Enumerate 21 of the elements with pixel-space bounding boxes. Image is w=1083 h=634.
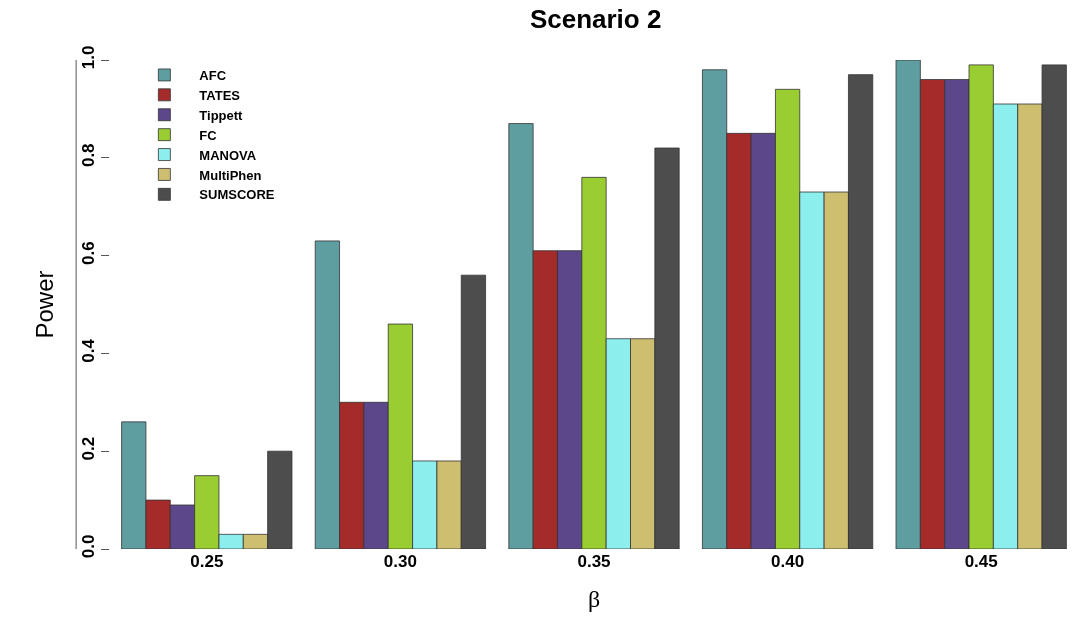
- x-tick-label: 0.45: [964, 552, 998, 571]
- legend-label: Tippett: [199, 107, 244, 123]
- x-axis-title: β: [587, 586, 601, 613]
- x-tick-label: 0.25: [190, 552, 224, 571]
- chart-title: Scenario 2: [529, 3, 662, 34]
- y-tick-label: 1.0: [79, 45, 99, 70]
- x-tick-label: 0.30: [383, 552, 417, 571]
- legend-label: FC: [199, 127, 218, 143]
- y-tick-label: 0.6: [79, 241, 99, 265]
- x-tick-label: 0.40: [771, 552, 805, 571]
- y-tick-label: 0.0: [79, 534, 99, 559]
- legend-label: TATES: [199, 87, 241, 103]
- legend-label: SUMSCORE: [199, 187, 275, 203]
- y-tick-label: 0.2: [79, 436, 99, 461]
- y-axis-title: Power: [31, 270, 59, 339]
- legend-label: AFC: [199, 68, 227, 84]
- legend-label: MANOVA: [199, 147, 257, 163]
- y-tick-label: 0.8: [79, 143, 99, 168]
- x-tick-label: 0.35: [577, 552, 611, 571]
- legend-label: MultiPhen: [199, 167, 262, 183]
- y-tick-label: 0.4: [79, 338, 99, 363]
